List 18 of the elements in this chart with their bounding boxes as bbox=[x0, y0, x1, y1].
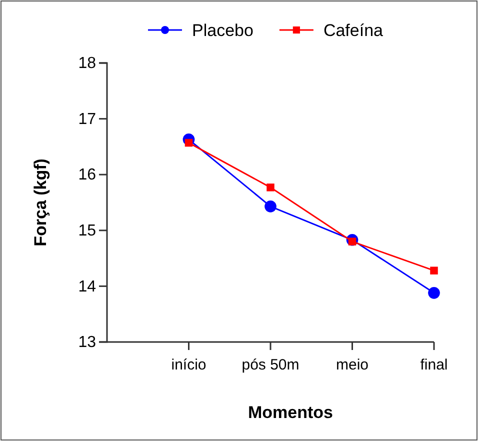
y-tick-label: 14 bbox=[78, 278, 96, 296]
y-tick-label: 13 bbox=[78, 334, 96, 352]
x-tick-label: início bbox=[171, 356, 206, 374]
point bbox=[266, 184, 274, 192]
point bbox=[430, 266, 438, 274]
x-tick-label: final bbox=[420, 356, 448, 374]
y-tick-label: 15 bbox=[78, 222, 96, 240]
x-tick-label: pós 50m bbox=[242, 356, 300, 374]
point bbox=[264, 200, 276, 212]
y-tick-label: 18 bbox=[78, 55, 96, 72]
y-tick-label: 16 bbox=[78, 166, 96, 184]
x-axis-title: Momentos bbox=[248, 403, 333, 422]
legend-label: Placebo bbox=[192, 21, 254, 40]
y-tick-label: 17 bbox=[78, 110, 96, 128]
legend-label: Cafeína bbox=[323, 21, 384, 40]
point bbox=[428, 286, 440, 299]
x-tick-label: meio bbox=[336, 356, 369, 374]
y-axis-title: Força (kgf) bbox=[31, 158, 50, 246]
